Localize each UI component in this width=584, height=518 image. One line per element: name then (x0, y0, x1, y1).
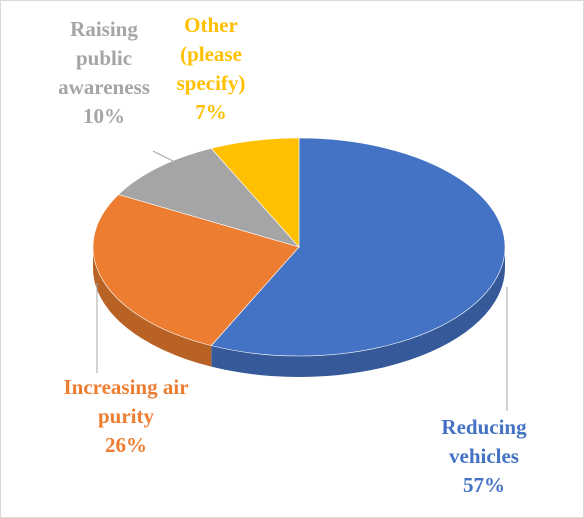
category-label: Reducing vehicles (441, 415, 527, 468)
value-label: 26% (105, 433, 147, 457)
category-label: Raising public awareness (58, 17, 150, 99)
data-label: Other (please specify) 7% (167, 11, 255, 127)
value-label: 10% (83, 104, 125, 128)
value-label: 57% (463, 473, 505, 497)
slice-side (211, 247, 505, 377)
data-label: Raising public awareness 10% (43, 15, 165, 131)
leader-line (152, 150, 174, 162)
pie-tops (92, 137, 506, 357)
data-label: Reducing vehicles 57% (419, 413, 549, 500)
category-label: Other (please specify) (176, 13, 246, 95)
slice (117, 148, 300, 248)
data-label: Increasing air purity 26% (53, 373, 199, 460)
value-label: 7% (195, 100, 227, 124)
category-label: Increasing air purity (63, 375, 189, 428)
slice (210, 137, 506, 357)
slice (210, 137, 300, 248)
